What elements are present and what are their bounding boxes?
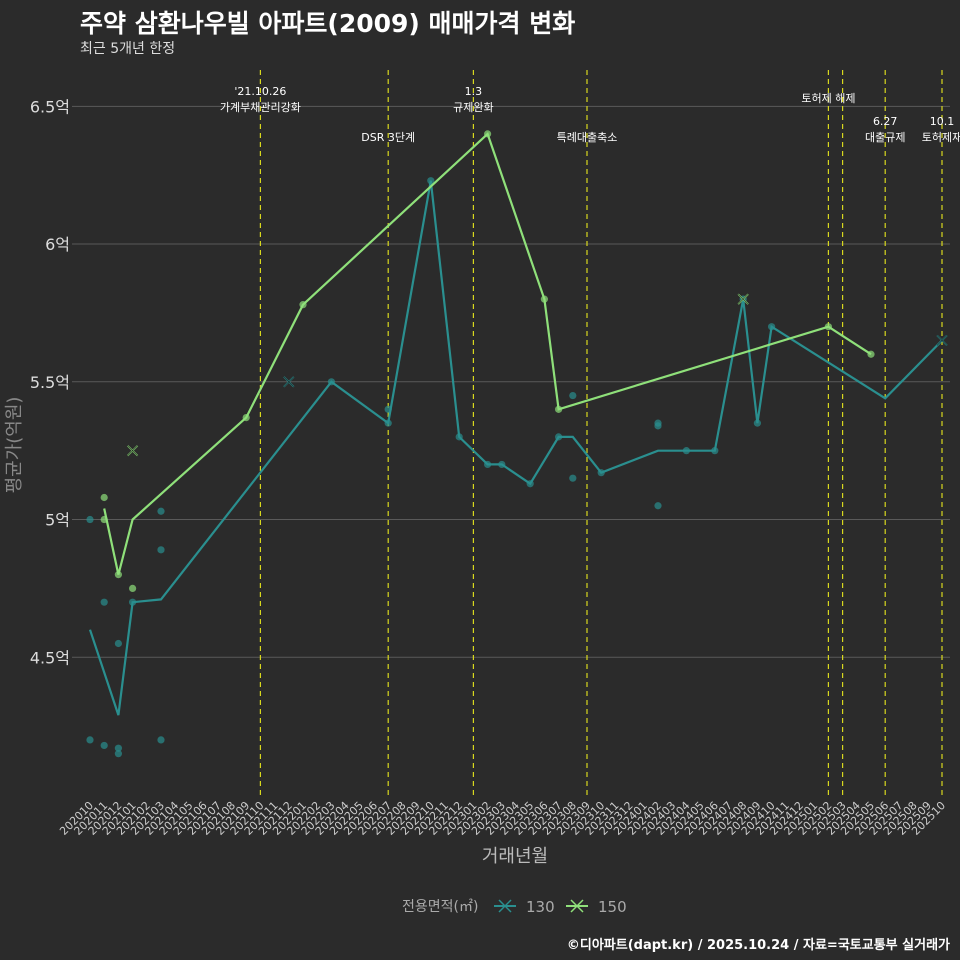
data-point-130 [157,736,165,744]
data-point-130 [753,419,762,427]
data-point-130 [569,391,577,400]
data-point-150 [100,493,108,502]
cancel-stroke [936,335,948,346]
caption: ©디아파트(dapt.kr) / 2025.10.24 / 자료=국토교통부 실… [566,938,950,953]
series-line-150 [103,131,872,575]
event-date: '21.10.26 [234,85,286,98]
data-point-130 [114,750,122,758]
y-gridlines [72,105,950,658]
data-point-130 [427,177,435,185]
data-point-130 [711,447,719,455]
y-axis-label: 평균가(억원) [4,397,25,494]
data-point-130 [555,433,563,441]
data-point-130 [114,744,122,752]
data-point-150 [555,405,563,413]
data-point-130 [157,546,165,554]
data-point-150 [867,350,875,358]
data-point-150 [129,584,137,592]
data-point-150 [299,301,307,309]
legend: 전용면적(㎡) 130 150 [402,898,627,916]
event-label: 특례대출축소 [557,131,618,144]
data-point-130 [682,447,691,455]
y-tick-label: 6.5억 [30,97,70,116]
data-point-130 [526,480,534,488]
data-point-130 [114,639,122,648]
y-tick-label: 4.5억 [30,648,70,667]
data-point-130 [327,378,335,386]
event-date: 6.27 [873,115,898,128]
data-point-150 [100,515,108,524]
event-date: 1.3 [465,85,483,98]
data-point-150 [824,323,833,331]
cancelled-point-130 [283,376,295,388]
event-label: DSR 3단계 [361,131,415,144]
x-tick-labels: 2020102020112020122021012021022021032021… [57,799,948,838]
event-date: 10.1 [930,115,955,128]
data-point-130 [569,474,577,482]
data-point-150 [242,414,250,422]
legend-key-150 [570,899,584,913]
data-point-130 [654,502,662,510]
data-point-130 [384,419,392,427]
data-point-130 [654,422,662,430]
cancel-stroke [737,293,749,305]
event-label: 대출규제 [865,131,905,144]
chart-title: 주약 삼환나우빌 아파트(2009) 매매가격 변화 [80,9,576,38]
series-layer [86,130,948,758]
series-line-130 [88,180,943,716]
y-tick-labels: 4.5억 5억 5.5억 6억 6.5억 [30,97,70,667]
data-point-150 [540,295,549,303]
x-axis-label: 거래년월 [482,846,548,867]
cancel-stroke [283,376,295,388]
y-tick-label: 6억 [45,235,70,254]
data-point-130 [384,405,392,413]
cancel-stroke [127,445,138,456]
event-label: 규제완화 [453,101,493,114]
y-tick-label: 5억 [45,511,70,530]
data-point-130 [768,323,776,331]
cancelled-point-150 [737,293,749,305]
cancelled-point-150 [127,445,139,457]
data-point-130 [100,598,108,606]
event-label: 가계부채관리강화 [220,101,301,114]
legend-label-130: 130 [526,898,555,916]
data-point-130 [597,469,605,477]
y-tick-label: 5.5억 [30,373,70,392]
data-point-130 [129,598,137,606]
data-point-130 [100,741,108,750]
data-point-130 [86,736,94,744]
data-point-150 [114,571,122,579]
data-point-130 [498,460,506,469]
legend-key-130 [498,899,512,913]
data-point-130 [484,460,492,469]
event-label: 토허제재 [922,131,960,144]
chart-subtitle: 최근 5개년 한정 [80,41,176,57]
data-point-150 [484,130,492,138]
cancelled-point-130 [936,334,948,347]
legend-label-150: 150 [598,898,627,916]
event-label: 토허제 해제 [801,91,855,105]
data-point-130 [86,515,94,524]
legend-title: 전용면적(㎡) [402,899,478,915]
data-point-130 [455,433,463,441]
data-point-130 [157,507,165,515]
